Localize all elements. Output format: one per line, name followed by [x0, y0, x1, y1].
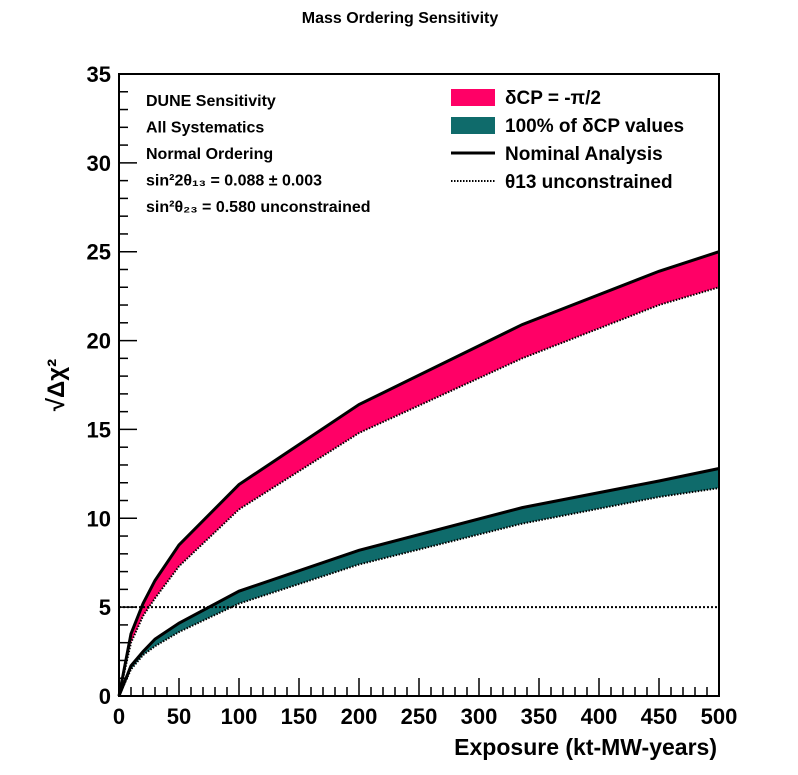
x-tick-label: 0: [113, 704, 125, 729]
x-tick-label: 100: [221, 704, 258, 729]
legend-swatch: [451, 117, 495, 134]
legend: δCP = -π/2 100% of δCP values Nominal Anal…: [451, 88, 684, 193]
y-tick-label: 25: [87, 240, 111, 265]
annotation-line: Normal Ordering: [146, 146, 273, 163]
x-tick-label: 350: [521, 704, 558, 729]
x-axis-label: Exposure (kt-MW-years): [454, 734, 717, 760]
y-axis: 0 5 10 15 20 25 30 35: [87, 62, 137, 709]
y-axis-label: √Δχ²: [43, 359, 70, 411]
x-tick-label: 400: [581, 704, 618, 729]
y-tick-label: 5: [99, 595, 111, 620]
annotation-line: All Systematics: [146, 120, 264, 137]
legend-label: Nominal Analysis: [505, 144, 663, 165]
y-tick-label: 35: [87, 62, 111, 87]
legend-swatch: [451, 89, 495, 106]
y-axis-label-text: √Δχ²: [43, 359, 70, 411]
legend-label: θ13 unconstrained: [505, 172, 673, 193]
x-tick-label: 50: [167, 704, 191, 729]
x-tick-label: 300: [461, 704, 498, 729]
x-tick-label: 200: [341, 704, 378, 729]
unconstrained-curve-teal: [118, 487, 720, 697]
y-tick-label: 30: [87, 151, 111, 176]
nominal-curve-pink: [117, 250, 720, 697]
x-tick-label: 250: [401, 704, 438, 729]
x-tick-label: 150: [281, 704, 318, 729]
y-tick-label: 15: [87, 417, 111, 442]
y-tick-label: 20: [87, 329, 111, 354]
annotation-line: sin²2θ₁₃ = 0.088 ± 0.003: [146, 173, 322, 190]
annotation-line: DUNE Sensitivity: [146, 93, 276, 110]
bands: [119, 251, 719, 696]
y-tick-label: 0: [99, 684, 111, 709]
legend-label: δCP = -π/2: [505, 88, 601, 109]
legend-label: 100% of δCP values: [505, 116, 684, 137]
x-tick-label: 500: [701, 704, 738, 729]
x-tick-label: 450: [641, 704, 678, 729]
band-teal: [119, 468, 719, 696]
y-tick-label: 10: [87, 506, 111, 531]
annotation-box: DUNE Sensitivity All Systematics Normal Or…: [146, 93, 371, 216]
chart-title: Mass Ordering Sensitivity: [302, 10, 499, 27]
band-pink: [119, 251, 719, 696]
x-axis: 0 50 100 150 200 250 300 350 400 450 500: [113, 678, 737, 729]
annotation-line: sin²θ₂₃ = 0.580 unconstrained: [146, 199, 371, 216]
curves: [117, 250, 720, 697]
unconstrained-curve-pink: [118, 286, 720, 697]
